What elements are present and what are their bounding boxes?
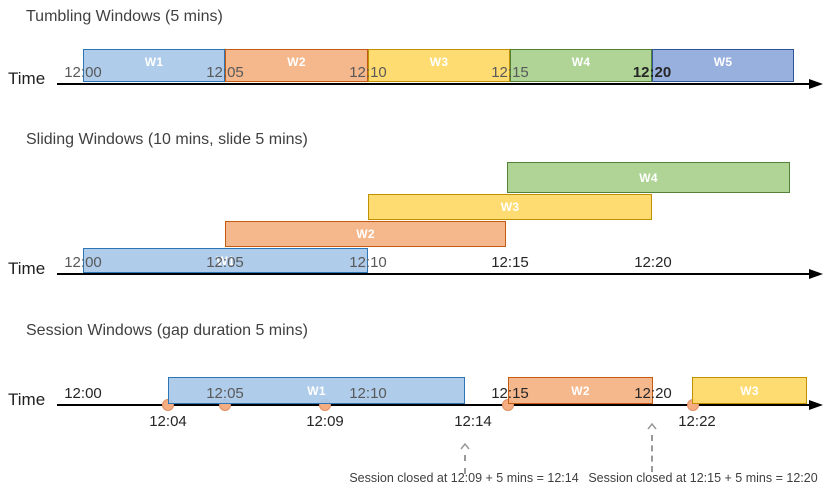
time-axis-label-session: Time: [8, 390, 46, 409]
window-label: W1: [307, 383, 326, 398]
time-axis-label-tumbling: Time: [8, 69, 46, 88]
window-sliding-w4: W4: [507, 162, 790, 193]
window-label: W2: [571, 383, 590, 398]
section-title-sliding: Sliding Windows (10 mins, slide 5 mins): [26, 131, 308, 148]
axis-arrowhead-icon: [809, 78, 823, 89]
section-title-tumbling: Tumbling Windows (5 mins): [26, 8, 223, 25]
event-time-label: 12:14: [454, 413, 492, 430]
session-closed-annotation: Session closed at 12:09 + 5 mins = 12:14: [349, 471, 579, 485]
window-label: W4: [639, 170, 658, 185]
window-tumbling-w2: W2: [225, 49, 368, 82]
dashed-callout-line: [651, 435, 653, 472]
up-arrow-icon: [646, 417, 658, 472]
time-axis-line-sliding: [57, 273, 810, 275]
tick-label: 12:20: [634, 254, 672, 271]
tick-label: 12:10: [349, 254, 387, 271]
tick-label: 12:10: [349, 385, 387, 402]
event-time-label: 12:04: [149, 413, 187, 430]
up-arrow-icon: [459, 437, 471, 474]
window-tumbling-w1: W1: [83, 49, 225, 82]
window-label: W2: [287, 54, 306, 69]
window-label: W3: [740, 383, 759, 398]
tick-label: 12:15: [491, 254, 529, 271]
window-session-w3: W3: [692, 377, 807, 404]
event-time-label: 12:09: [306, 413, 344, 430]
window-sliding-w1: W1: [83, 248, 368, 273]
event-time-label: 12:22: [678, 413, 716, 430]
tick-label: 12:05: [206, 385, 244, 402]
window-session-w2: W2: [508, 377, 653, 404]
window-label: W3: [500, 200, 520, 214]
time-axis-label-sliding: Time: [8, 259, 46, 278]
window-label: W3: [429, 54, 449, 69]
time-axis-line-session: [57, 404, 810, 406]
tick-label: 12:15: [491, 385, 529, 402]
dashed-callout-line: [464, 455, 466, 474]
window-sliding-w2: W2: [225, 221, 506, 247]
tick-label: 12:00: [64, 64, 102, 81]
window-label: W1: [144, 54, 164, 69]
window-label: W2: [356, 227, 375, 241]
window-label: W5: [713, 54, 733, 69]
window-label: W4: [571, 54, 591, 69]
window-label: W1: [216, 253, 235, 268]
tick-label: 12:15: [491, 64, 529, 81]
tick-label: 12:00: [64, 254, 102, 271]
tick-label: 12:05: [206, 64, 244, 81]
tick-label: 12:10: [349, 64, 387, 81]
tick-label: 12:00: [64, 385, 102, 402]
session-closed-annotation: Session closed at 12:15 + 5 mins = 12:20: [588, 471, 818, 485]
window-tumbling-w4: W4: [510, 49, 652, 82]
tick-label: 12:20: [632, 64, 672, 81]
section-title-session: Session Windows (gap duration 5 mins): [26, 322, 308, 339]
tick-label: 12:05: [206, 254, 244, 271]
axis-arrowhead-icon: [809, 268, 823, 279]
window-tumbling-w3: W3: [368, 49, 510, 82]
window-tumbling-w5: W5: [652, 49, 794, 82]
window-sliding-w3: W3: [368, 194, 652, 220]
axis-arrowhead-icon: [809, 399, 823, 410]
tick-label: 12:20: [634, 385, 672, 402]
window-session-w1: W1: [168, 377, 465, 404]
time-axis-line-tumbling: [57, 83, 810, 85]
